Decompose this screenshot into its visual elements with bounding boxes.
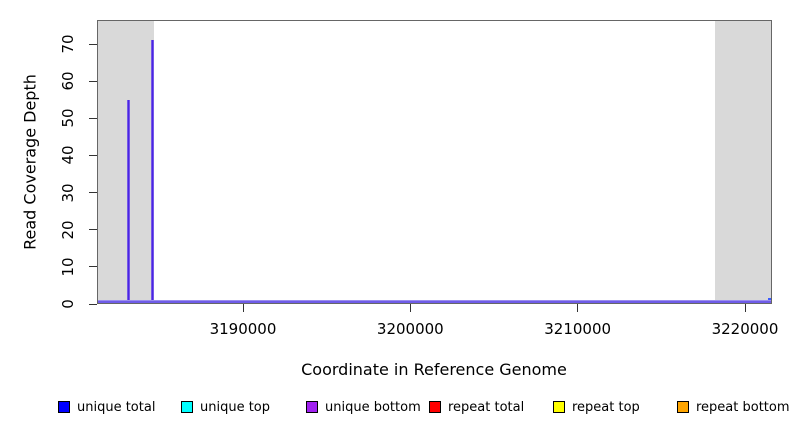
y-tick-label: 30 bbox=[59, 183, 77, 203]
legend-swatch-icon bbox=[181, 401, 193, 413]
y-tick-label: 60 bbox=[59, 71, 77, 91]
y-tick-label: 50 bbox=[59, 108, 77, 128]
x-axis-title: Coordinate in Reference Genome bbox=[301, 360, 567, 379]
legend-item: repeat total bbox=[429, 399, 525, 415]
y-tick-label: 0 bbox=[59, 299, 77, 309]
x-tick-mark bbox=[744, 304, 746, 312]
y-tick-label: 20 bbox=[59, 220, 77, 240]
y-tick-mark bbox=[89, 266, 97, 268]
coverage-spike bbox=[126, 99, 130, 303]
shaded-region-band bbox=[714, 21, 771, 303]
x-tick-label: 3220000 bbox=[711, 320, 779, 338]
legend-label: repeat top bbox=[572, 399, 640, 415]
zero-coverage-baseline bbox=[98, 300, 771, 303]
y-tick-mark bbox=[89, 117, 97, 119]
y-axis-title: Read Coverage Depth bbox=[20, 74, 40, 250]
legend-label: unique total bbox=[77, 399, 156, 415]
y-tick-mark bbox=[89, 154, 97, 156]
legend-swatch-icon bbox=[429, 401, 441, 413]
y-tick-mark bbox=[89, 229, 97, 231]
y-tick-mark bbox=[89, 80, 97, 82]
x-tick-mark bbox=[409, 304, 411, 312]
legend-swatch-icon bbox=[677, 401, 689, 413]
x-tick-mark bbox=[242, 304, 244, 312]
legend-swatch-icon bbox=[306, 401, 318, 413]
x-tick-label: 3190000 bbox=[209, 320, 277, 338]
legend-swatch-icon bbox=[58, 401, 70, 413]
x-tick-label: 3210000 bbox=[544, 320, 612, 338]
y-tick-label: 10 bbox=[59, 257, 77, 277]
legend-label: unique top bbox=[200, 399, 271, 415]
legend-label: repeat total bbox=[448, 399, 525, 415]
legend-item: unique bottom bbox=[306, 399, 421, 415]
y-tick-label: 70 bbox=[59, 34, 77, 54]
y-tick-label: 40 bbox=[59, 145, 77, 165]
y-tick-mark bbox=[89, 192, 97, 194]
legend-item: repeat top bbox=[553, 399, 640, 415]
legend-label: repeat bottom bbox=[696, 399, 790, 415]
x-tick-mark bbox=[577, 304, 579, 312]
y-tick-mark bbox=[89, 43, 97, 45]
coverage-spike bbox=[151, 40, 155, 303]
legend-swatch-icon bbox=[553, 401, 565, 413]
plot-area bbox=[97, 20, 772, 304]
x-tick-label: 3200000 bbox=[376, 320, 444, 338]
legend-item: repeat bottom bbox=[677, 399, 790, 415]
legend-label: unique bottom bbox=[325, 399, 421, 415]
y-tick-mark bbox=[89, 303, 97, 305]
legend-item: unique top bbox=[181, 399, 271, 415]
shaded-region-band bbox=[98, 21, 155, 303]
legend-item: unique total bbox=[58, 399, 156, 415]
